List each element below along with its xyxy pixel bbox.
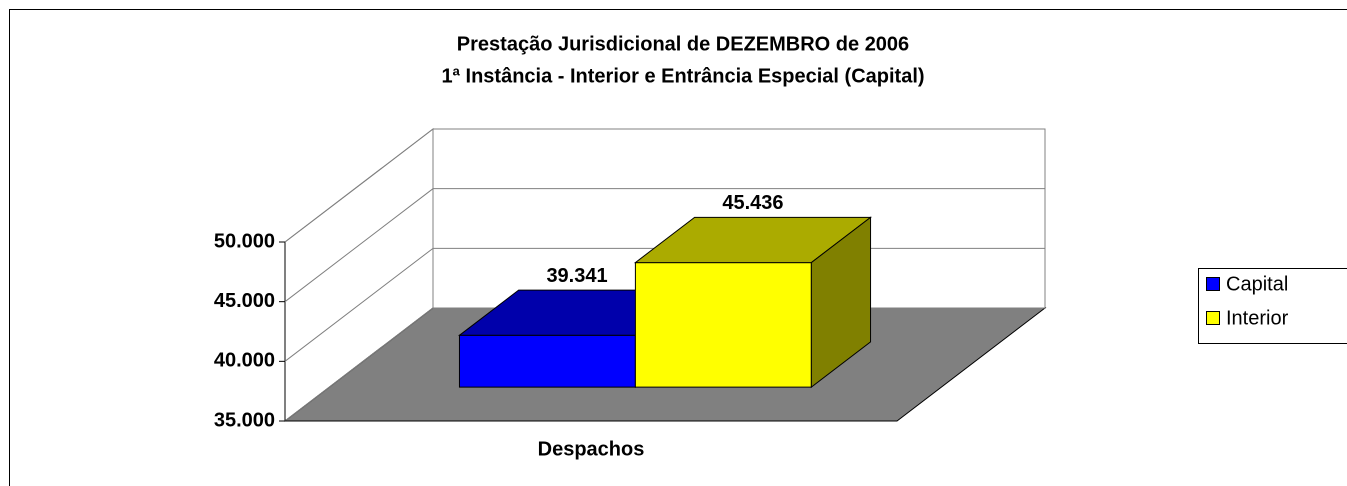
legend-box [1198, 268, 1347, 344]
legend-label: Capital [1226, 273, 1288, 295]
grid-line [284, 128, 1045, 243]
grid-line [284, 188, 1045, 303]
chart-title: Prestação Jurisdicional de DEZEMBRO de 2… [457, 33, 909, 55]
bar-side [810, 216, 872, 389]
y-tick-label: 45.000 [214, 290, 275, 312]
y-tick-label: 40.000 [214, 350, 275, 372]
y-tick-label: 50.000 [214, 230, 275, 252]
bar-front [634, 262, 812, 388]
legend-swatch [1206, 277, 1220, 291]
x-tick-label: Despachos [538, 438, 645, 460]
value-label: 39.341 [546, 265, 607, 287]
legend-label: Interior [1226, 307, 1289, 329]
chart-subtitle: 1ª Instância - Interior e Entrância Espe… [441, 65, 924, 87]
bar-front [458, 334, 636, 388]
legend-swatch [1206, 311, 1220, 325]
y-tick-label: 35.000 [214, 409, 275, 431]
value-label: 45.436 [722, 192, 783, 214]
